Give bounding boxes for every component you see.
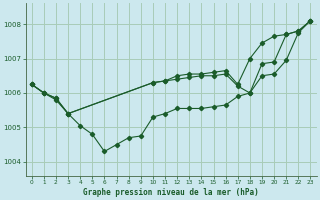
X-axis label: Graphe pression niveau de la mer (hPa): Graphe pression niveau de la mer (hPa) xyxy=(83,188,259,197)
